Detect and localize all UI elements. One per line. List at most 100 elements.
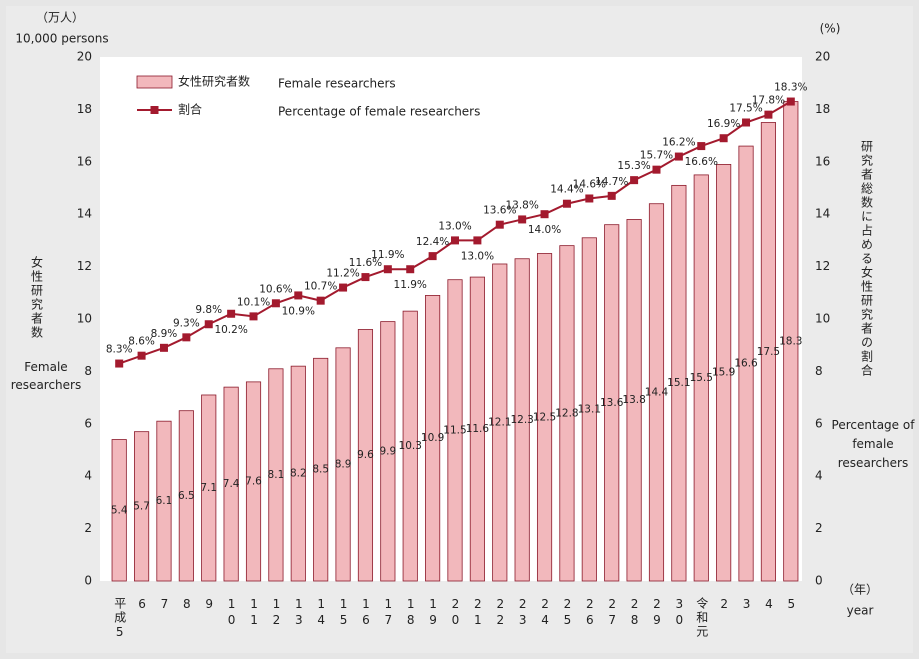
x-tick-label: 23 [516,597,530,629]
x-tick-label: 5 [784,597,798,613]
bar-value-label: 13.6 [600,397,624,409]
bar [425,295,441,582]
legend-marker [150,106,159,114]
bar-value-label: 7.1 [200,482,217,494]
bar [223,386,239,582]
line-marker [652,165,661,174]
x-tick-label: 10 [225,597,239,629]
line-value-label: 11.9% [394,279,427,291]
bar [380,321,396,582]
x-tick-label: 18 [404,597,418,629]
x-tick-label: 20 [449,597,463,629]
line-marker [428,252,437,261]
x-tick-label: 21 [471,597,485,629]
bar-value-label: 8.2 [290,468,307,480]
bar [290,365,306,582]
line-marker [182,333,191,342]
line-value-label: 10.2% [214,324,247,336]
bar [559,245,575,582]
line-value-label: 8.9% [151,328,178,340]
y2-tick-label: 20 [815,50,830,64]
line-value-label: 16.9% [707,118,740,130]
bar-value-label: 8.1 [268,469,285,481]
x-tick-label: 9 [202,597,216,613]
line-marker [361,273,370,282]
line-marker [227,309,236,318]
line-marker [786,97,795,106]
line-value-label: 10.7% [304,281,337,293]
bar [648,203,665,582]
x-tick-label: 22 [493,597,507,629]
bar-value-label: 7.6 [245,475,262,487]
bar-value-label: 10.3 [399,440,422,452]
x-tick-label: 2 [717,597,731,613]
bar [716,164,732,582]
line-marker [607,191,616,200]
bar [178,410,194,582]
x-tick-label: 12 [269,597,283,629]
x-tick-label: 30 [672,597,686,629]
bar-value-label: 7.4 [223,478,240,490]
y-tick-label: 4 [84,469,92,483]
y-tick-label: 12 [77,259,92,273]
line-marker [316,296,325,305]
line-value-label: 12.4% [416,236,449,248]
bar-value-label: 9.9 [379,445,396,457]
bar [268,368,284,582]
x-tick-label: 6 [135,597,149,613]
x-tick-label: 4 [762,597,776,613]
x-tick-label: 27 [605,597,619,629]
line-value-label: 14.4% [550,184,583,196]
bar [581,237,597,582]
line-marker [406,265,415,274]
line-value-label: 18.3% [774,82,807,94]
line-value-label: 16.2% [662,137,695,149]
bar-value-label: 14.4 [645,386,669,398]
bar-value-label: 6.1 [156,495,173,507]
bar-value-label: 12.8 [555,407,578,419]
line-value-label: 8.3% [106,344,133,356]
bar [738,145,754,582]
bar [111,439,127,582]
line-value-label: 17.5% [729,103,762,115]
y2-title-en: Percentage of female researchers [831,418,915,470]
bar-value-label: 12.3 [510,414,533,426]
line-marker [495,220,504,229]
line-value-label: 11.9% [371,249,404,261]
y-unit-en: 10,000 persons [15,32,108,46]
line-value-label: 14.7% [595,176,628,188]
bar [335,347,351,582]
legend-bar-swatch [136,75,173,89]
bar-value-label: 5.7 [133,500,150,512]
line-value-label: 9.3% [173,317,200,329]
bar [313,357,329,582]
x-tick-label: 19 [426,597,440,629]
y-tick-label: 18 [77,102,92,116]
y2-tick-label: 4 [815,469,823,483]
bar-value-label: 18.3 [779,335,802,347]
line-value-label: 16.6% [685,156,718,168]
bar-value-label: 9.6 [357,449,374,461]
line-marker [249,312,258,321]
line-marker [697,142,706,151]
line-marker [764,110,773,119]
line-marker [674,152,683,161]
line-marker [204,320,213,329]
line-value-label: 11.6% [349,257,382,269]
legend-label-en: Percentage of female researchers [278,105,480,119]
line-value-label: 8.6% [128,336,155,348]
x-tick-label: 平成5 [113,597,127,641]
bar [693,174,709,582]
line-marker [540,210,549,219]
bar [492,263,508,582]
line-marker [585,194,594,203]
bar-value-label: 15.5 [690,372,713,384]
bar [201,394,217,582]
y2-tick-label: 18 [815,102,830,116]
line-marker [719,134,728,143]
y-tick-label: 20 [77,50,92,64]
bar [536,253,553,582]
bar [671,184,687,582]
y2-tick-label: 0 [815,574,823,588]
bar [357,329,374,582]
